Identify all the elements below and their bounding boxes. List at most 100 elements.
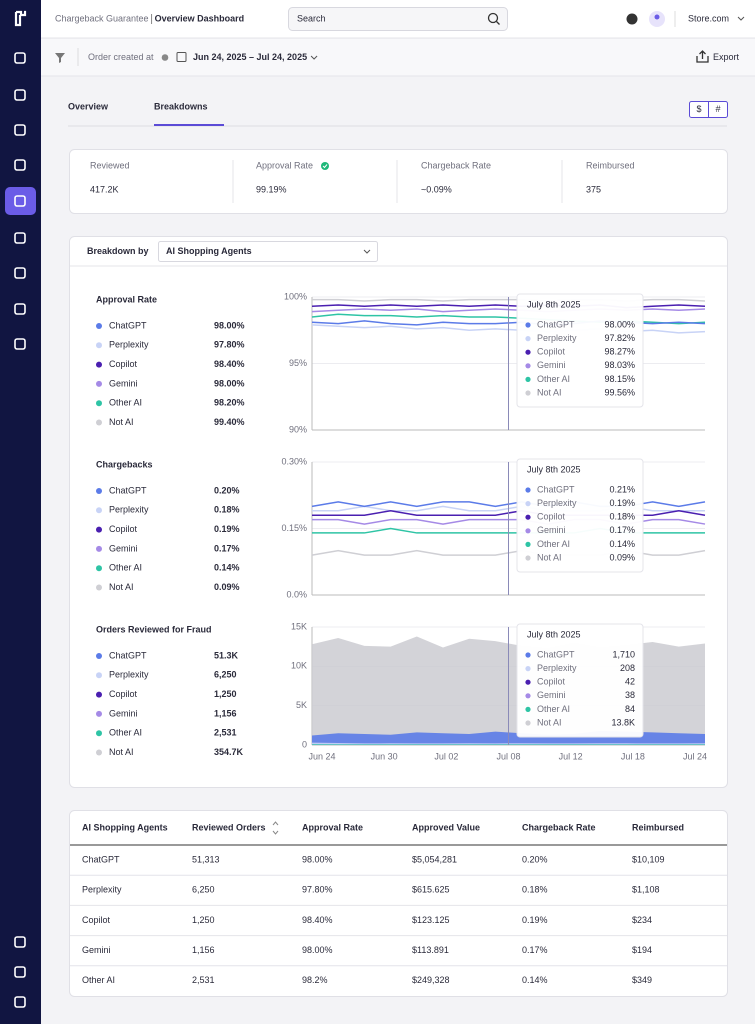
legend-dot (96, 565, 102, 572)
tooltip-value: 0.21% (609, 484, 635, 494)
tooltip-title: July 8th 2025 (527, 299, 581, 309)
kpi-label: Approval Rate (256, 160, 313, 170)
legend-dot (96, 488, 102, 494)
y-tick-label: 10K (291, 661, 307, 671)
y-tick-label: 95% (289, 358, 307, 368)
nav-icon[interactable] (14, 159, 26, 171)
y-tick-label: 0 (302, 739, 307, 749)
nav-icon[interactable] (14, 966, 26, 978)
tooltip-dot (525, 514, 531, 520)
legend-value: 0.09% (214, 582, 240, 592)
sort-icon[interactable] (272, 821, 279, 835)
legend-dot (96, 380, 102, 387)
search-box[interactable] (288, 7, 508, 31)
tooltip-name: Gemini (537, 360, 566, 370)
legend-dot (96, 419, 102, 426)
tooltip-name: Gemini (537, 690, 566, 700)
tooltip-dot (525, 679, 531, 685)
logo (14, 10, 27, 27)
filter-icon[interactable] (55, 53, 65, 63)
legend-dot (96, 361, 102, 368)
table-cell: 98.40% (302, 915, 333, 925)
legend-value: 2,531 (214, 728, 237, 738)
table-cell: 0.14% (522, 975, 548, 985)
clock-icon[interactable] (626, 13, 638, 25)
legend-dot (96, 691, 102, 698)
nav-icon[interactable] (14, 89, 26, 101)
tooltip-name: Copilot (537, 512, 566, 522)
content: Chargeback Guarantee Overview Dashboard Se… (5, 13, 740, 1008)
kpi-value: 375 (586, 184, 601, 194)
tooltip-dot (525, 666, 531, 672)
tooltip-name: Not AI (537, 552, 562, 562)
legend-name: Copilot (109, 524, 138, 534)
search-icon (487, 12, 499, 24)
tooltip-value: 0.18% (609, 512, 635, 522)
toggle-option[interactable]: $ (696, 104, 701, 114)
tooltip-name: Not AI (537, 387, 562, 397)
tooltip-dot (525, 528, 531, 534)
tooltip-value: 1,710 (612, 649, 635, 659)
table-header: AI Shopping Agents (82, 822, 168, 832)
export-button[interactable]: Export (713, 52, 740, 62)
nav-icon[interactable] (14, 996, 26, 1008)
table-cell: 98.2% (302, 975, 328, 985)
nav-icon[interactable] (14, 232, 26, 244)
store-name[interactable]: Store.com (688, 13, 729, 23)
legend-name: Perplexity (109, 340, 149, 350)
tooltip-dot (525, 390, 531, 396)
breakdown-dropdown[interactable] (158, 241, 378, 262)
tooltip-name: Gemini (537, 525, 566, 535)
legend-dot (96, 653, 102, 659)
tooltip-value: 13.8K (611, 717, 635, 727)
legend-value: 6,250 (214, 670, 237, 680)
date-range[interactable]: Jun 24, 2025 – Jul 24, 2025 (193, 52, 307, 62)
nav-icon[interactable] (14, 936, 26, 948)
legend-name: Not AI (109, 417, 134, 427)
nav-icon[interactable] (14, 124, 26, 136)
nav-icon[interactable] (14, 338, 26, 350)
table-cell: 2,531 (192, 975, 215, 985)
legend-dot (96, 342, 102, 349)
legend-name: Gemini (109, 543, 138, 553)
check-icon (321, 162, 329, 170)
search-placeholder: Search (297, 13, 326, 23)
tooltip-dot (525, 363, 531, 369)
legend-value: 0.20% (214, 485, 240, 495)
legend-value: 0.17% (214, 543, 240, 553)
table-header[interactable]: Reviewed Orders (192, 822, 266, 832)
table-cell: 98.00% (302, 945, 333, 955)
table-cell: $10,109 (632, 854, 665, 864)
tooltip-dot (525, 541, 531, 548)
table-header: Chargeback Rate (522, 822, 596, 832)
tooltip-value: 0.09% (609, 552, 635, 562)
table-header: Reimbursed (632, 822, 684, 832)
kpi-value: 99.19% (256, 184, 287, 194)
x-tick-label: Jul 18 (621, 751, 645, 761)
tab[interactable]: Breakdowns (154, 101, 208, 111)
toggle-option[interactable]: # (715, 104, 720, 114)
kpi-label: Reviewed (90, 160, 130, 170)
y-tick-label: 0.30% (281, 456, 307, 466)
tooltip-title: July 8th 2025 (527, 464, 581, 474)
x-tick-label: Jun 30 (371, 751, 398, 761)
y-tick-label: 0.15% (281, 523, 307, 533)
nav-icon[interactable] (14, 267, 26, 279)
table-cell: ChatGPT (82, 854, 120, 864)
table-header: Approved Value (412, 822, 480, 832)
export-icon[interactable] (696, 50, 709, 63)
legend-name: ChatGPT (109, 485, 147, 495)
table-cell: $5,054,281 (412, 854, 457, 864)
tab[interactable]: Overview (68, 101, 109, 111)
legend-dot (96, 526, 102, 533)
nav-icon[interactable] (14, 303, 26, 315)
nav-icon[interactable] (14, 52, 26, 64)
breakdown-selected[interactable]: AI Shopping Agents (166, 246, 252, 256)
tooltip-value: 0.14% (609, 539, 635, 549)
y-tick-label: 15K (291, 621, 307, 631)
table-cell: 0.18% (522, 885, 548, 895)
tooltip-value: 208 (620, 663, 635, 673)
nav-icon[interactable] (14, 195, 26, 207)
table-cell: $249,328 (412, 975, 450, 985)
